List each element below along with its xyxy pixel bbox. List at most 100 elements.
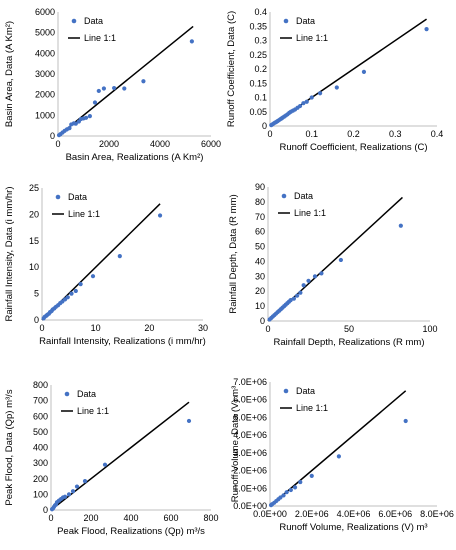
y-tick-label: 2.0E+06 xyxy=(233,466,267,476)
y-tick-label: 80 xyxy=(255,197,265,207)
data-point xyxy=(117,254,122,259)
y-tick-label: 30 xyxy=(255,271,265,281)
x-tick-label: 0.1 xyxy=(305,129,318,139)
legend-marker-data xyxy=(64,391,70,397)
x-axis-label: Rainfall Depth, Realizations (R mm) xyxy=(274,337,425,348)
y-tick-label: 700 xyxy=(33,396,48,406)
x-tick-label: 30 xyxy=(198,323,208,333)
y-axis-label: Runoff Coefficient, Data (C) xyxy=(226,11,237,127)
data-point xyxy=(334,85,339,90)
y-tick-label: 3000 xyxy=(35,69,55,79)
x-tick-label: 0 xyxy=(267,129,272,139)
y-tick-label: 10 xyxy=(255,301,265,311)
legend-marker-data xyxy=(283,388,289,394)
data-point xyxy=(309,95,314,100)
y-tick-label: 15 xyxy=(29,236,39,246)
data-point xyxy=(78,281,83,287)
data-point xyxy=(424,27,429,32)
data-point xyxy=(73,121,78,126)
y-tick-label: 90 xyxy=(255,182,265,192)
x-tick-label: 8.0E+06 xyxy=(420,509,454,519)
data-point xyxy=(87,114,92,119)
data-point xyxy=(101,86,106,91)
y-tick-label: 500 xyxy=(33,427,48,437)
y-axis-label: Basin Area, Data (A Km²) xyxy=(4,21,15,127)
y-tick-label: 6000 xyxy=(35,7,55,17)
y-axis-label: Peak Flood, Data (Qp) m³/s xyxy=(4,389,15,505)
data-point xyxy=(301,283,306,288)
legend-label-line: Line 1:1 xyxy=(84,33,116,43)
data-point xyxy=(92,100,98,105)
y-tick-label: 20 xyxy=(255,286,265,296)
data-point xyxy=(122,86,127,91)
y-tick-label: 0.1 xyxy=(254,93,267,103)
data-point xyxy=(298,479,303,485)
data-point xyxy=(306,278,311,283)
y-tick-label: 50 xyxy=(255,242,265,252)
y-tick-label: 0 xyxy=(262,121,267,131)
data-point xyxy=(297,103,303,109)
y-tick-label: 70 xyxy=(255,212,265,222)
y-tick-label: 0.05 xyxy=(249,107,267,117)
data-point xyxy=(304,99,309,104)
data-point xyxy=(65,295,70,300)
y-axis-label: Runoff Volume, Data (V) m³ xyxy=(230,386,241,503)
x-tick-label: 0 xyxy=(48,513,53,523)
data-point xyxy=(74,484,80,489)
legend-label-data: Data xyxy=(84,16,103,26)
data-point xyxy=(82,478,88,484)
x-tick-label: 0 xyxy=(265,324,270,334)
data-point xyxy=(301,101,306,106)
y-tick-label: 2000 xyxy=(35,90,55,100)
x-tick-label: 800 xyxy=(203,513,218,523)
data-point xyxy=(278,495,283,500)
y-tick-label: 6.0E+06 xyxy=(233,395,267,405)
data-point xyxy=(312,274,318,279)
data-point xyxy=(67,126,72,131)
y-tick-label: 0.3 xyxy=(254,36,267,46)
x-tick-label: 0.3 xyxy=(389,129,402,139)
y-tick-label: 200 xyxy=(33,474,48,484)
y-tick-label: 300 xyxy=(33,458,48,468)
x-tick-label: 6000 xyxy=(201,139,221,149)
line-1-1 xyxy=(50,401,190,511)
data-point xyxy=(186,418,192,424)
data-point xyxy=(96,88,101,94)
data-point xyxy=(288,298,293,303)
x-tick-label: 0.0E+00 xyxy=(253,509,287,519)
x-tick-label: 0 xyxy=(39,323,44,333)
x-tick-label: 2000 xyxy=(99,139,119,149)
chart-panel-6: 0.0E+00 2.0E+06 4.0E+06 6.0E+06 8.0E+06 0.0E+… xyxy=(230,377,454,533)
y-tick-label: 5000 xyxy=(35,28,55,38)
y-tick-label: 3.0E+06 xyxy=(233,448,267,458)
legend-label-line: Line 1:1 xyxy=(296,403,328,413)
data-point xyxy=(83,115,89,120)
legend-label-line: Line 1:1 xyxy=(77,406,109,416)
data-point xyxy=(298,290,303,295)
data-point xyxy=(284,490,289,495)
legend-marker-data xyxy=(283,18,289,24)
x-tick-label: 0.2 xyxy=(347,129,360,139)
chart-panel-1: 0 2000 4000 6000 0 1000 2000 3000 4000 5000 6000 Ba… xyxy=(4,7,221,163)
data-point xyxy=(66,492,72,497)
y-tick-label: 0.0E+00 xyxy=(233,501,267,511)
data-point xyxy=(281,493,286,498)
x-tick-label: 4000 xyxy=(150,139,170,149)
chart-panel-5: 0 200 400 600 800 0 100 200 300 400 500 600 700 800 Pe… xyxy=(4,380,219,537)
legend-label-line: Line 1:1 xyxy=(294,208,326,218)
data-point xyxy=(338,257,343,263)
y-tick-label: 0.15 xyxy=(249,78,267,88)
x-tick-label: 400 xyxy=(123,513,138,523)
y-tick-label: 800 xyxy=(33,380,48,390)
y-tick-label: 40 xyxy=(255,256,265,266)
line-1-1 xyxy=(269,390,407,507)
y-tick-label: 60 xyxy=(255,227,265,237)
data-point xyxy=(62,494,68,499)
y-tick-label: 1000 xyxy=(35,110,55,120)
legend-label-line: Line 1:1 xyxy=(68,209,100,219)
data-point xyxy=(291,296,297,301)
y-tick-label: 0.25 xyxy=(249,50,267,60)
chart-panel-4: 0 50 100 0 10 20 30 40 50 60 70 80 90 Rainfall Depth,… xyxy=(228,182,438,348)
legend-label-line: Line 1:1 xyxy=(296,33,328,43)
